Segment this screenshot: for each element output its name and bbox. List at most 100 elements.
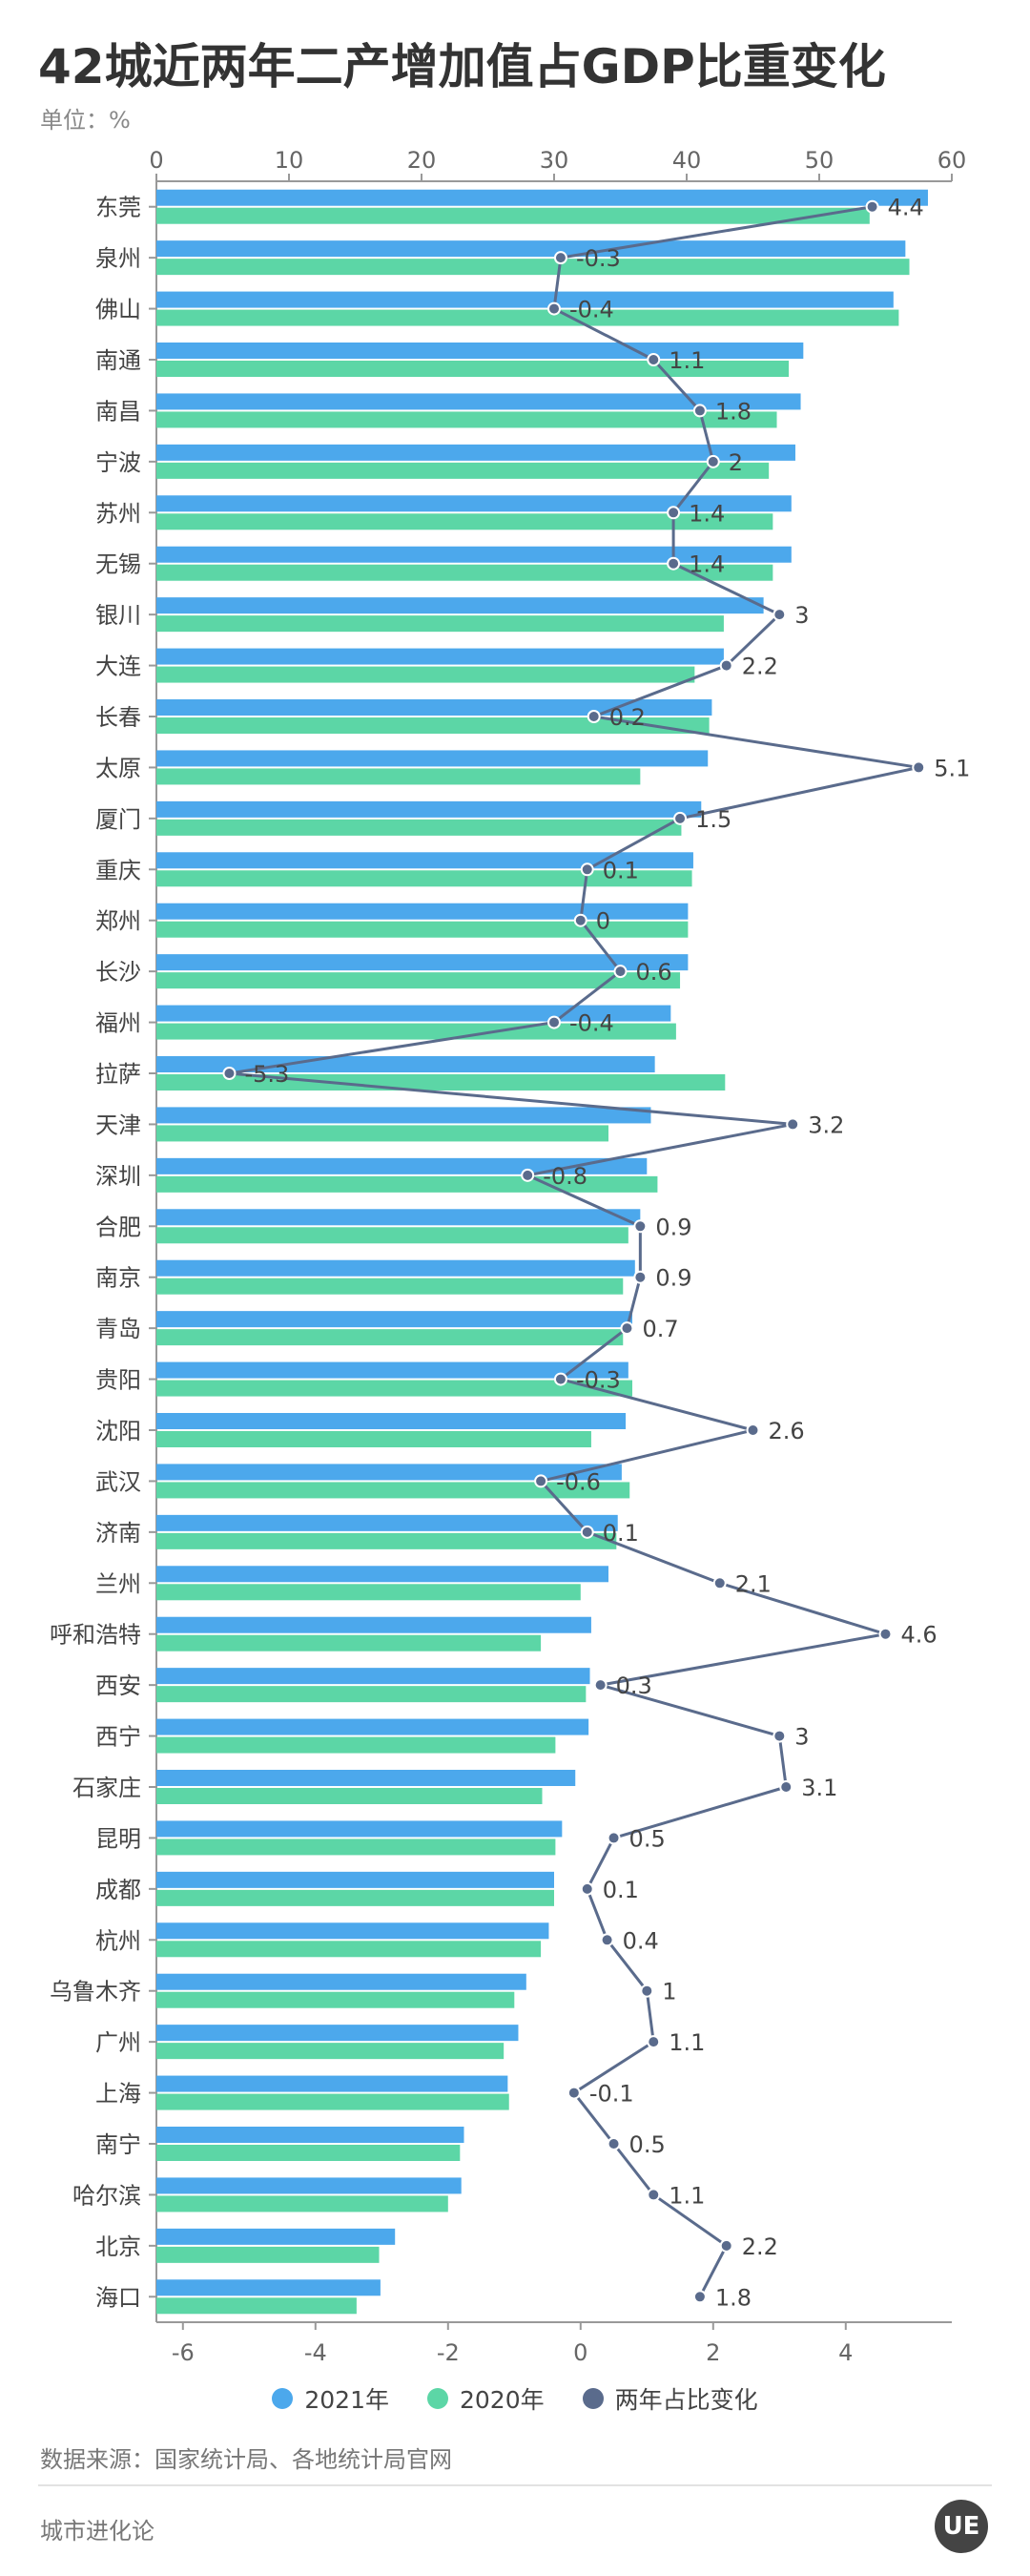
bar-2020 bbox=[156, 1634, 542, 1652]
bar-2021 bbox=[156, 800, 702, 818]
bar-2020 bbox=[156, 717, 710, 734]
change-point bbox=[534, 1474, 548, 1488]
bar-2021 bbox=[156, 1820, 563, 1838]
change-value-label: 2.2 bbox=[742, 654, 778, 680]
bar-2020 bbox=[156, 2093, 509, 2110]
bar-2021 bbox=[156, 597, 764, 614]
top-axis-tick-label: 0 bbox=[149, 147, 163, 174]
category-label: 武汉 bbox=[95, 1468, 141, 1495]
change-value-label: 2.2 bbox=[742, 2233, 778, 2260]
change-point bbox=[633, 1270, 648, 1284]
bar-2021 bbox=[156, 1107, 651, 1124]
category-label: 拉萨 bbox=[95, 1061, 141, 1088]
category-label: 西宁 bbox=[95, 1724, 141, 1751]
bar-2020 bbox=[156, 259, 910, 276]
bar-2020 bbox=[156, 1482, 630, 1499]
category-label: 北京 bbox=[95, 2233, 141, 2260]
bar-2020 bbox=[156, 1431, 591, 1447]
bar-2021 bbox=[156, 1056, 655, 1072]
change-value-label: 0.6 bbox=[636, 959, 672, 986]
bar-2021 bbox=[156, 954, 689, 971]
category-label: 成都 bbox=[95, 1877, 141, 1903]
change-point bbox=[667, 506, 681, 520]
category-label: 乌鲁木齐 bbox=[50, 1979, 141, 2005]
category-label: 苏州 bbox=[95, 500, 141, 527]
bar-2020 bbox=[156, 1329, 624, 1346]
bar-2021 bbox=[156, 750, 709, 767]
bar-2020 bbox=[156, 1736, 556, 1754]
brand-logo: UE bbox=[935, 2500, 988, 2553]
category-label: 宁波 bbox=[95, 449, 141, 476]
bar-2020 bbox=[156, 870, 692, 887]
change-point bbox=[547, 301, 561, 316]
change-point bbox=[912, 760, 926, 775]
change-point bbox=[865, 199, 879, 214]
bar-2021 bbox=[156, 1413, 627, 1429]
bar-2020 bbox=[156, 1125, 608, 1142]
bar-2020 bbox=[156, 564, 773, 581]
bar-2020 bbox=[156, 411, 777, 428]
category-label: 广州 bbox=[95, 2029, 141, 2056]
bar-2020 bbox=[156, 615, 724, 633]
change-value-label: 0.2 bbox=[609, 704, 646, 731]
chart-title: 42城近两年二产增加值占GDP比重变化 bbox=[38, 39, 886, 94]
category-label: 郑州 bbox=[95, 908, 141, 935]
change-point bbox=[633, 1219, 648, 1234]
change-point bbox=[640, 1984, 654, 1998]
bar-2020 bbox=[156, 972, 681, 989]
change-point bbox=[712, 1576, 727, 1590]
change-point bbox=[222, 1067, 237, 1080]
legend-label-2020: 2020年 bbox=[459, 2386, 545, 2414]
bar-2021 bbox=[156, 1668, 590, 1685]
bar-2021 bbox=[156, 2127, 464, 2143]
bar-2020 bbox=[156, 513, 773, 530]
category-label: 上海 bbox=[95, 2081, 141, 2108]
change-value-label: 3 bbox=[794, 602, 809, 629]
top-axis-tick-label: 30 bbox=[540, 147, 569, 174]
change-point bbox=[746, 1423, 760, 1437]
category-label: 海口 bbox=[95, 2284, 141, 2311]
bar-2021 bbox=[156, 1361, 628, 1379]
change-value-label: 1.5 bbox=[695, 806, 731, 833]
bar-2021 bbox=[156, 1209, 641, 1226]
bottom-axis-tick-label: 2 bbox=[706, 2339, 720, 2366]
category-label: 合肥 bbox=[95, 1214, 141, 1240]
category-label: 沈阳 bbox=[95, 1418, 141, 1444]
change-point bbox=[647, 2188, 661, 2202]
bar-2021 bbox=[156, 1311, 633, 1328]
change-point bbox=[878, 1627, 893, 1641]
change-point bbox=[580, 862, 594, 877]
data-source: 数据来源：国家统计局、各地统计局官网 bbox=[40, 2446, 452, 2473]
change-point bbox=[692, 404, 707, 418]
change-point bbox=[566, 2086, 581, 2100]
category-label: 石家庄 bbox=[72, 1775, 141, 1801]
legend-item-2020: 2020年 bbox=[426, 2381, 545, 2416]
change-point bbox=[779, 1780, 793, 1794]
change-point bbox=[553, 251, 567, 265]
bar-2020 bbox=[156, 921, 689, 938]
legend-label-change: 两年占比变化 bbox=[614, 2386, 758, 2414]
bar-2021 bbox=[156, 648, 724, 665]
category-label: 天津 bbox=[95, 1111, 141, 1138]
change-point bbox=[600, 1933, 614, 1947]
bar-2021 bbox=[156, 343, 804, 359]
category-label: 长沙 bbox=[95, 959, 141, 986]
change-point bbox=[587, 710, 601, 723]
bar-2021 bbox=[156, 1770, 576, 1786]
category-label: 泉州 bbox=[95, 245, 141, 272]
change-point bbox=[607, 2137, 621, 2150]
change-point bbox=[719, 2238, 733, 2253]
change-value-label: 3 bbox=[794, 1724, 809, 1751]
bar-2020 bbox=[156, 2195, 448, 2212]
bar-2020 bbox=[156, 2246, 380, 2263]
change-point bbox=[620, 1321, 634, 1336]
change-point bbox=[647, 2035, 661, 2049]
bar-2020 bbox=[156, 819, 682, 836]
bar-2020 bbox=[156, 1278, 624, 1295]
change-point bbox=[553, 1372, 567, 1386]
bottom-axis-tick-label: -6 bbox=[172, 2339, 195, 2366]
bar-2020 bbox=[156, 309, 899, 326]
change-value-label: 2.6 bbox=[769, 1418, 805, 1444]
bar-2021 bbox=[156, 1718, 589, 1735]
bar-2020 bbox=[156, 1023, 676, 1040]
